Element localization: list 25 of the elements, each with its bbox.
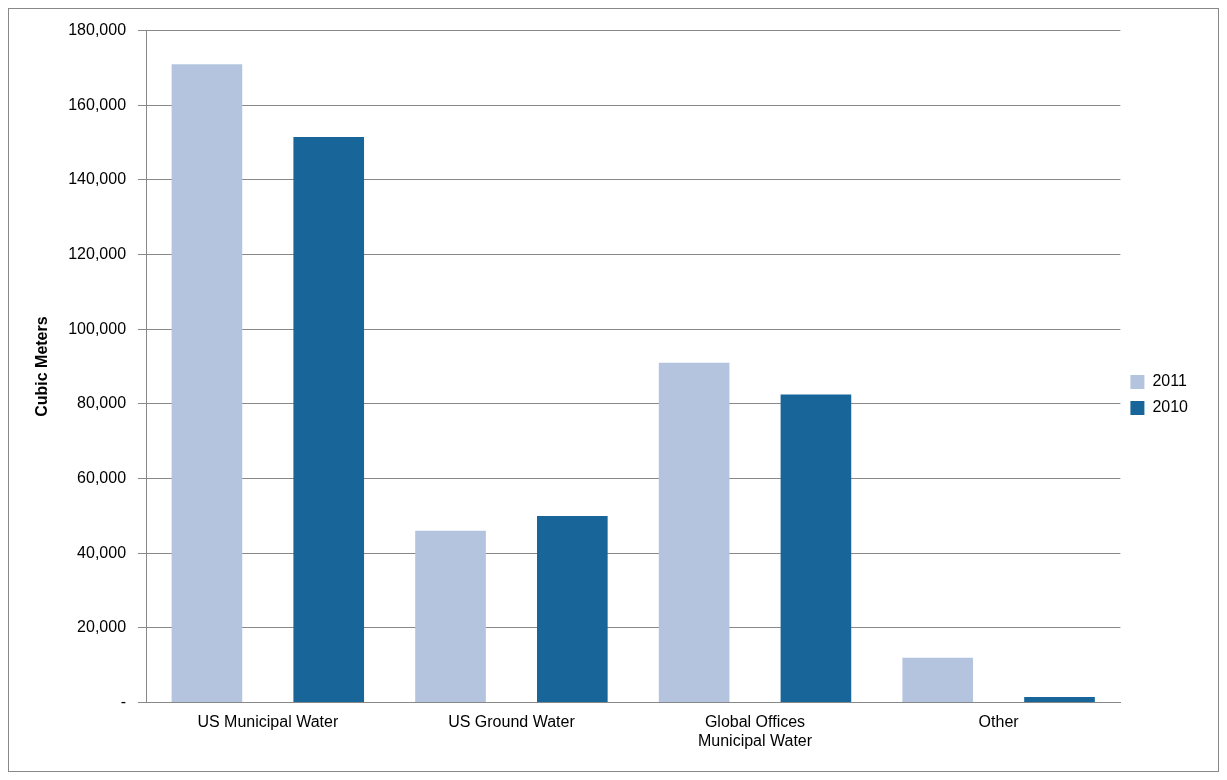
y-tick-label: 20,000 xyxy=(77,618,127,636)
bar xyxy=(1024,697,1095,703)
y-tick-label: 180,000 xyxy=(68,21,127,39)
y-tick-label: 160,000 xyxy=(68,95,127,113)
y-tick-label: 40,000 xyxy=(77,543,127,561)
bar xyxy=(902,657,974,703)
x-tick-label: US Ground Water xyxy=(448,712,576,730)
x-tick-label: Global Offices Municipal Water xyxy=(697,712,813,749)
x-tick-label: Other xyxy=(978,712,1020,730)
y-tick-label: 140,000 xyxy=(68,170,127,188)
y-tick-label: 120,000 xyxy=(68,245,127,263)
y-tick-label: 100,000 xyxy=(68,319,127,337)
y-tick-label: 80,000 xyxy=(77,394,127,412)
bar xyxy=(171,64,243,703)
y-tick-label: - xyxy=(120,693,127,711)
bar xyxy=(415,530,486,703)
bar xyxy=(780,394,852,703)
bar xyxy=(293,137,365,703)
legend-label: 2010 xyxy=(1152,398,1189,416)
y-tick-label: 60,000 xyxy=(77,469,127,487)
bar xyxy=(658,362,730,703)
y-axis-title: Cubic Meters xyxy=(33,316,51,417)
bar xyxy=(537,515,608,703)
legend-label: 2011 xyxy=(1152,372,1187,390)
x-tick-label: US Municipal Water xyxy=(197,712,339,730)
